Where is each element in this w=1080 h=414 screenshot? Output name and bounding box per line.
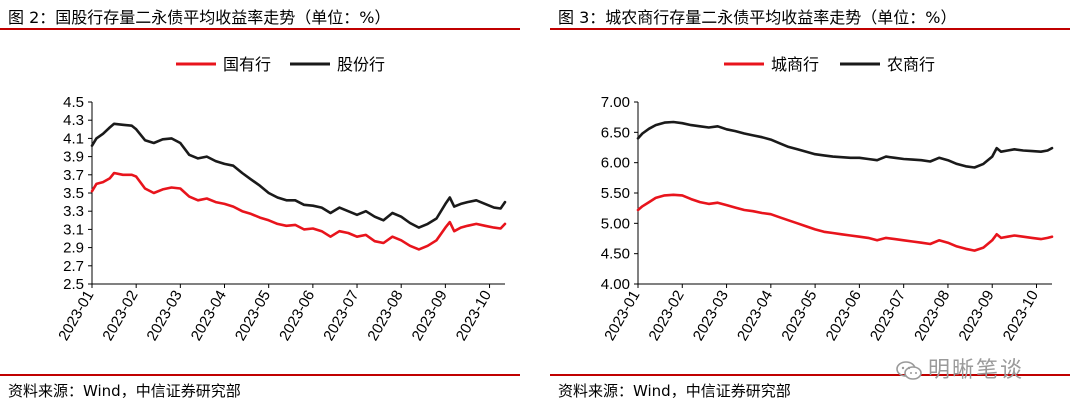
- x-tick-label: 2023-06: [276, 288, 318, 344]
- chart-panel-left: 图 2：国股行存量二永债平均收益率走势（单位：%） 国有行 股份行 4.5 4.3 4.…: [0, 0, 530, 414]
- x-tick-label: 2023-10: [1000, 288, 1042, 344]
- x-tick-label: 2023-07: [867, 288, 909, 344]
- source-divider: [550, 374, 1070, 376]
- y-tick-label: 4.00: [601, 276, 630, 293]
- y-tick-label: 3.7: [63, 167, 84, 184]
- y-tick-label: 6.50: [601, 124, 630, 141]
- y-tick-label: 2.7: [63, 258, 84, 275]
- x-tick-label: 2023-03: [690, 288, 732, 344]
- y-tick-label: 2.5: [63, 276, 84, 293]
- y-tick-label: 4.1: [63, 130, 84, 147]
- x-tick-label: 2023-01: [55, 288, 97, 344]
- wechat-icon: [896, 361, 922, 380]
- y-tick-label: 3.1: [63, 221, 84, 238]
- legend-label: 股份行: [337, 56, 385, 74]
- line-chart-chengnong: 城商行 农商行7.006.506.005.505.004.504.002023-0…: [601, 56, 1054, 344]
- x-tick-label: 2023-02: [645, 288, 687, 344]
- watermark: 明晰笔谈: [896, 352, 1024, 384]
- series-line: [636, 193, 1054, 252]
- y-tick-label: 6.00: [601, 155, 630, 172]
- x-tick-label: 2023-03: [144, 288, 186, 344]
- y-tick-label: 3.5: [63, 185, 84, 202]
- x-tick-label: 2023-07: [320, 288, 362, 344]
- y-tick-label: 3.3: [63, 203, 84, 220]
- chart-panel-right: 图 3：城农商行存量二永债平均收益率走势（单位：%） 城商行 农商行 7.00 6.5…: [550, 0, 1080, 414]
- y-tick-label: 5.00: [601, 215, 630, 232]
- x-tick-label: 2023-10: [453, 288, 495, 344]
- watermark-text: 明晰笔谈: [928, 358, 1025, 383]
- source-divider: [0, 374, 520, 376]
- x-tick-label: 2023-09: [409, 288, 451, 344]
- x-tick-label: 2023-08: [364, 288, 406, 344]
- x-tick-label: 2023-06: [823, 288, 865, 344]
- legend-item: 城商行: [724, 56, 819, 74]
- x-tick-label: 2023-09: [955, 288, 997, 344]
- title-divider: [0, 28, 520, 30]
- y-tick-label: 2.9: [63, 240, 84, 257]
- y-tick-label: 3.9: [63, 149, 84, 166]
- x-tick-label: 2023-02: [99, 288, 141, 344]
- legend-item: 农商行: [840, 56, 935, 74]
- series-line: [636, 120, 1054, 169]
- series-line: [90, 122, 507, 229]
- x-tick-label: 2023-04: [734, 288, 776, 344]
- x-tick-label: 2023-08: [911, 288, 953, 344]
- line-chart-gugu: 国有行 股份行4.54.34.13.93.73.53.33.12.92.72.52…: [55, 56, 507, 344]
- legend-label: 城商行: [771, 56, 819, 74]
- source-note: 资料来源：Wind，中信证券研究部: [558, 382, 791, 400]
- title-divider: [550, 28, 1070, 30]
- x-tick-label: 2023-05: [232, 288, 274, 344]
- legend-label: 农商行: [887, 56, 935, 74]
- chart-title: 图 2：国股行存量二永债平均收益率走势（单位：%）: [8, 8, 391, 27]
- legend-label: 国有行: [223, 56, 271, 74]
- series-line: [90, 171, 507, 251]
- x-tick-label: 2023-04: [188, 288, 230, 344]
- y-tick-label: 4.50: [601, 246, 630, 263]
- legend-item: 股份行: [290, 56, 385, 74]
- chart-title: 图 3：城农商行存量二永债平均收益率走势（单位：%）: [558, 8, 957, 27]
- x-tick-label: 2023-01: [601, 288, 643, 344]
- legend-item: 国有行: [176, 56, 271, 74]
- y-tick-label: 5.50: [601, 185, 630, 202]
- y-tick-label: 4.3: [63, 112, 84, 129]
- y-tick-label: 4.5: [63, 94, 84, 111]
- y-tick-label: 7.00: [601, 94, 630, 111]
- source-note: 资料来源：Wind，中信证券研究部: [8, 382, 241, 400]
- x-tick-label: 2023-05: [778, 288, 820, 344]
